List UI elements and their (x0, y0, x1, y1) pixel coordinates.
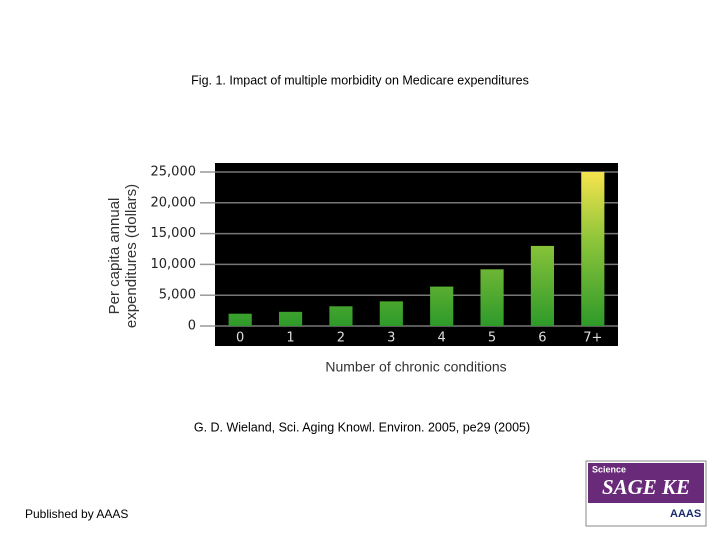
chart-title: Fig. 1. Impact of multiple morbidity on … (191, 73, 529, 87)
logo-band (588, 463, 704, 503)
bar (430, 286, 454, 326)
x-tick-label: 1 (286, 331, 294, 346)
x-tick-label: 5 (488, 331, 496, 346)
y-tick-label: 20,000 (151, 195, 197, 210)
x-tick-label: 6 (538, 331, 546, 346)
y-tick-label: 5,000 (159, 288, 196, 303)
footer: Published by AAAS (25, 507, 128, 521)
x-tick-label: 3 (387, 331, 395, 346)
logo-top: Science (592, 464, 626, 474)
bar (329, 306, 353, 326)
logo-main: SAGE KE (602, 475, 690, 499)
bar (278, 311, 303, 326)
x-tick-label: 2 (337, 331, 345, 346)
x-tick-label: 0 (236, 331, 244, 346)
bar (228, 313, 252, 326)
y-tick-label: 15,000 (151, 226, 197, 241)
y-tick-label: 0 (188, 319, 196, 334)
plot-area (215, 163, 618, 346)
bar (480, 269, 504, 326)
y-tick-label: 25,000 (151, 165, 197, 180)
bar (581, 172, 605, 326)
x-tick-label: 4 (438, 331, 446, 346)
citation: G. D. Wieland, Sci. Aging Knowl. Environ… (194, 420, 530, 434)
bar (379, 301, 403, 326)
y-tick-label: 10,000 (151, 257, 197, 272)
y-axis-label: Per capita annual (106, 198, 123, 315)
logo: Science SAGE KE AAAS (585, 460, 707, 527)
bar (530, 245, 555, 326)
x-tick-label: 7+ (583, 331, 602, 346)
y-axis-label: expenditures (dollars) (123, 184, 140, 328)
x-axis-label: Number of chronic conditions (325, 359, 506, 375)
logo-bottom: AAAS (670, 508, 701, 520)
